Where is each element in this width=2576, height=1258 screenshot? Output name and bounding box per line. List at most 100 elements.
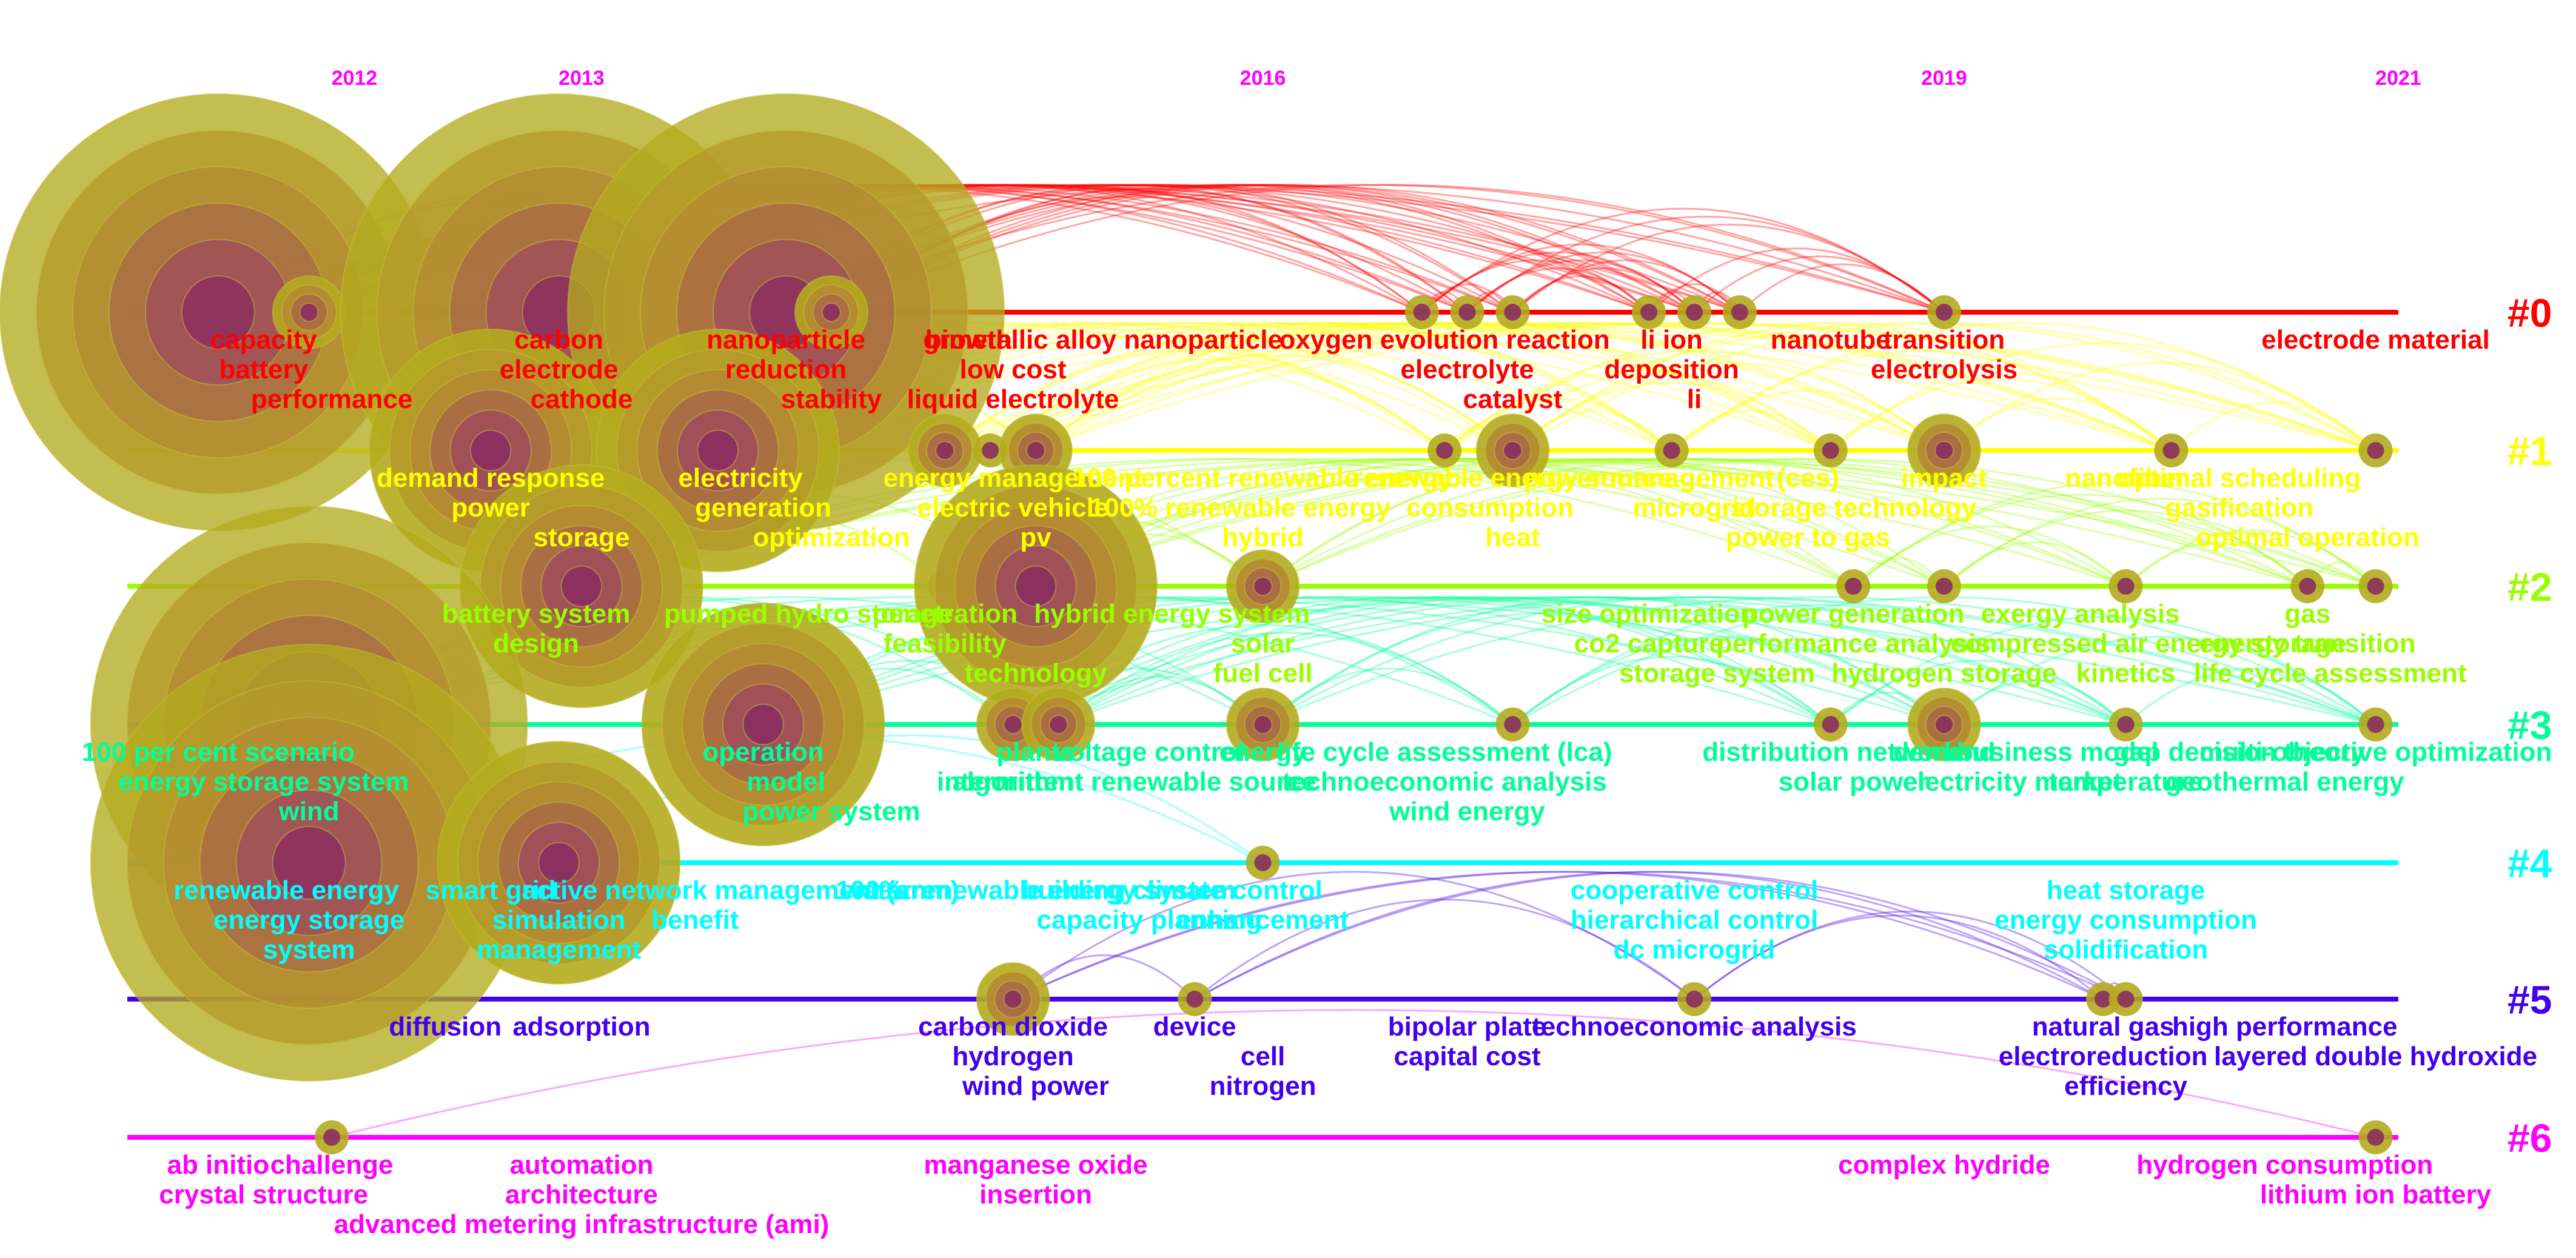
citation-arc: [944, 322, 1945, 452]
citation-arc: [1512, 259, 1740, 313]
keyword-node[interactable]: [2154, 433, 2189, 467]
keyword-node[interactable]: [1021, 688, 1096, 761]
keyword-node[interactable]: [1404, 295, 1439, 329]
keyword-node[interactable]: [1246, 846, 1280, 880]
node-ring: [181, 275, 255, 349]
keyword-node[interactable]: [0, 93, 437, 531]
keyword-node[interactable]: [1813, 433, 1848, 467]
keyword-label: technology: [965, 658, 1107, 688]
keyword-label: battery system: [442, 599, 631, 629]
keyword-node[interactable]: [2358, 708, 2393, 741]
keyword-node[interactable]: [90, 644, 528, 1082]
citation-arc: [1262, 612, 1831, 726]
keyword-node[interactable]: [1677, 295, 1712, 329]
keyword-node[interactable]: [1907, 688, 1981, 761]
keyword-node[interactable]: [1178, 982, 1212, 1016]
citation-arc: [1853, 525, 2127, 587]
citation-arc: [1421, 243, 1740, 313]
keyword-node[interactable]: [2108, 569, 2143, 603]
keyword-label: catalyst: [1463, 384, 1563, 414]
keyword-node[interactable]: [973, 433, 1008, 467]
citation-arc: [1035, 326, 1672, 452]
keyword-label: building climate control: [1022, 875, 1323, 905]
keyword-label: stability: [781, 384, 882, 414]
keyword-node[interactable]: [1475, 413, 1550, 487]
citation-arc: [1648, 247, 1945, 313]
keyword-node[interactable]: [1495, 295, 1530, 329]
keyword-label: wind power: [962, 1071, 1109, 1101]
year-tick-label: 2016: [1240, 67, 1286, 90]
keyword-node[interactable]: [1450, 295, 1484, 329]
keyword-node[interactable]: [1495, 708, 1530, 741]
keyword-node[interactable]: [2290, 569, 2325, 603]
keyword-label: nanofiber: [2065, 463, 2186, 493]
keyword-label: multi-objective optimization: [2199, 737, 2552, 767]
keyword-node[interactable]: [1654, 433, 1689, 467]
keyword-node[interactable]: [1813, 708, 1848, 741]
keyword-node[interactable]: [914, 464, 1158, 708]
keyword-node[interactable]: [2358, 569, 2393, 603]
keyword-node[interactable]: [1226, 549, 1300, 623]
keyword-label: compressed air energy storage: [1951, 629, 2347, 658]
keyword-node[interactable]: [1927, 569, 1961, 603]
keyword-node[interactable]: [908, 413, 982, 487]
keyword-label: power: [451, 493, 530, 523]
keyword-label: efficiency: [2064, 1071, 2188, 1101]
citation-arc: [1671, 409, 1831, 452]
citation-arc: [1194, 871, 2127, 1000]
keyword-label: wind energy: [1389, 797, 1545, 826]
citation-arc: [1058, 596, 2127, 726]
citation-arc: [1466, 251, 1740, 313]
node-ring: [1640, 304, 1658, 321]
cluster-label: #5: [2507, 977, 2552, 1022]
node-ring: [1934, 441, 1954, 460]
keyword-label: geothermal energy: [2165, 767, 2404, 797]
keyword-label: demand response: [377, 463, 605, 493]
keyword-node[interactable]: [1722, 295, 1757, 329]
keyword-label: system: [263, 935, 355, 965]
keyword-node[interactable]: [641, 603, 885, 846]
keyword-node[interactable]: [437, 741, 681, 985]
citation-arc: [1035, 322, 1945, 452]
keyword-label: transition: [1883, 325, 2005, 355]
keyword-label: demand: [1893, 737, 1996, 767]
keyword-node[interactable]: [2108, 708, 2143, 741]
cluster-label: #0: [2507, 290, 2552, 335]
node-ring: [1504, 304, 1521, 321]
keyword-node[interactable]: [315, 1120, 349, 1154]
keyword-label: co2 capture: [1574, 629, 1724, 658]
keyword-node[interactable]: [1907, 413, 1981, 487]
keyword-label: impact: [1901, 463, 1987, 493]
keyword-node[interactable]: [976, 962, 1050, 1036]
keyword-label: power to gas: [1726, 523, 1890, 552]
keyword-node[interactable]: [2358, 1120, 2393, 1154]
citation-arc: [1830, 660, 2127, 726]
keyword-label: device: [1153, 1012, 1236, 1042]
keyword-label: manganese oxide: [924, 1150, 1147, 1180]
keyword-node[interactable]: [1226, 688, 1300, 761]
keyword-node[interactable]: [1632, 295, 1666, 329]
node-ring: [1003, 715, 1023, 734]
keyword-node[interactable]: [1927, 295, 1961, 329]
keyword-label: enhancement: [1177, 905, 1349, 935]
cluster-label: #2: [2507, 564, 2552, 609]
keyword-node[interactable]: [2358, 433, 2393, 467]
keyword-node[interactable]: [1836, 569, 1871, 603]
citation-arc: [1512, 322, 2172, 452]
node-ring: [1186, 991, 1204, 1008]
keyword-node[interactable]: [1427, 433, 1462, 467]
keyword-label: cell: [1241, 1042, 1285, 1071]
citation-arc: [1035, 366, 1446, 452]
node-ring: [299, 303, 319, 322]
citation-arc: [2170, 401, 2376, 452]
keyword-node[interactable]: [794, 275, 868, 349]
citation-arc: [1262, 458, 2127, 587]
keyword-node[interactable]: [460, 464, 703, 708]
keyword-label: ab initio: [167, 1150, 269, 1180]
keyword-node[interactable]: [1677, 982, 1712, 1016]
citation-arc: [1058, 632, 1514, 726]
year-tick-label: 2012: [332, 67, 378, 90]
node-ring: [1026, 441, 1045, 460]
citation-arc: [944, 458, 2308, 587]
keyword-node[interactable]: [2108, 982, 2143, 1016]
